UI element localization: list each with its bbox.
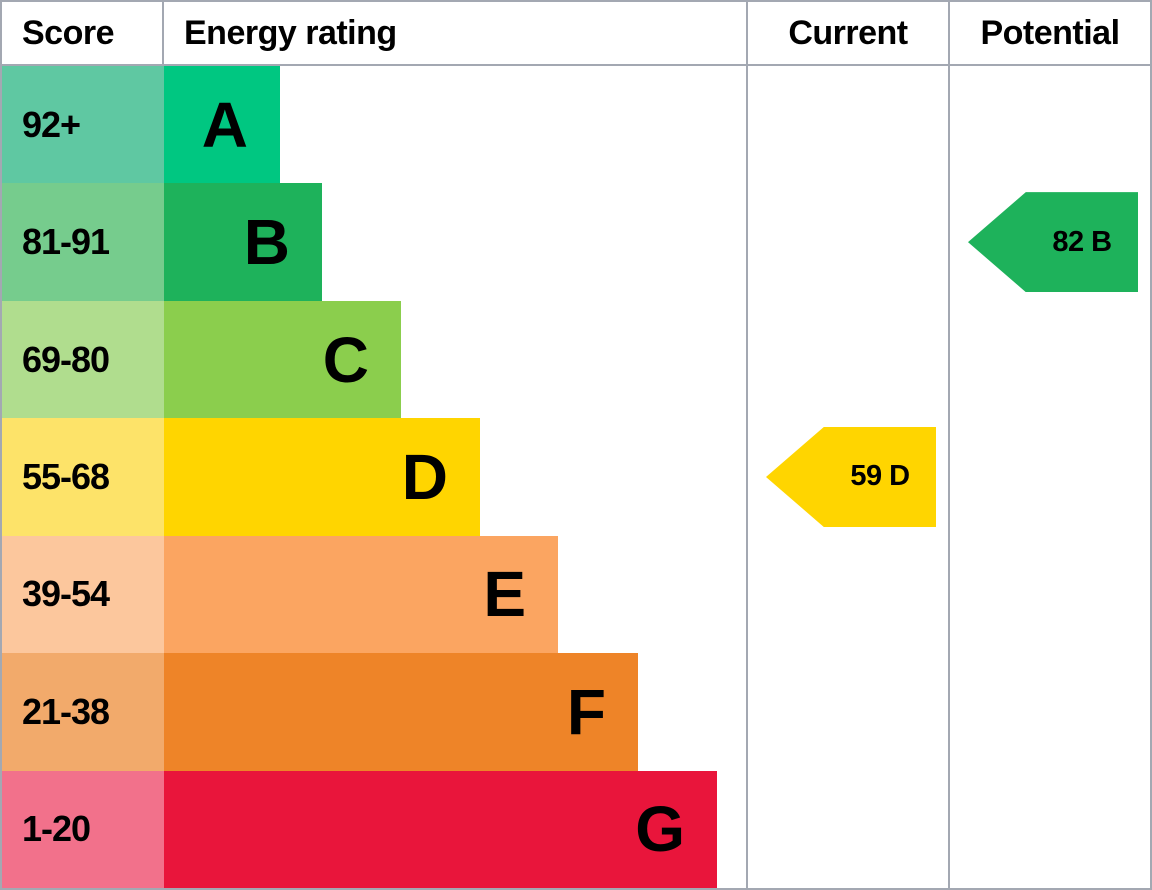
rating-cell: A xyxy=(164,66,746,184)
potential-column-cell: 82 B xyxy=(948,183,1150,301)
header-row: Score Energy rating Current Potential xyxy=(2,2,1150,66)
score-range: 55-68 xyxy=(2,418,164,536)
rating-cell: F xyxy=(164,653,746,771)
rating-bar: D xyxy=(164,418,480,536)
score-range: 81-91 xyxy=(2,183,164,301)
potential-column-cell xyxy=(948,418,1150,536)
rating-cell: G xyxy=(164,770,746,888)
potential-column-cell xyxy=(948,770,1150,888)
header-energy-rating-label: Energy rating xyxy=(184,13,397,52)
band-row: 1-20 G xyxy=(2,770,1150,888)
current-column-cell xyxy=(746,653,948,771)
current-column-cell xyxy=(746,770,948,888)
chart-body: 92+ A 81-91 B 82 B 69-80 C xyxy=(2,66,1150,888)
band-row: 21-38 F xyxy=(2,653,1150,771)
rating-bar: F xyxy=(164,653,638,771)
band-row: 69-80 C xyxy=(2,300,1150,419)
rating-bar: B xyxy=(164,183,322,301)
rating-bar: C xyxy=(164,300,401,419)
potential-column-cell xyxy=(948,300,1150,419)
current-rating-arrow: 59 D xyxy=(766,426,936,527)
band-row: 92+ A xyxy=(2,66,1150,184)
current-column-cell xyxy=(746,183,948,301)
current-column-cell xyxy=(746,535,948,654)
score-range: 69-80 xyxy=(2,300,164,419)
rating-cell: E xyxy=(164,535,746,654)
band-row: 39-54 E xyxy=(2,535,1150,654)
current-column-cell xyxy=(746,300,948,419)
band-row: 55-68 D 59 D xyxy=(2,418,1150,536)
potential-column-cell xyxy=(948,66,1150,184)
rating-cell: D xyxy=(164,418,746,536)
current-column-cell: 59 D xyxy=(746,418,948,536)
rating-cell: C xyxy=(164,300,746,419)
potential-rating-arrow: 82 B xyxy=(968,192,1138,293)
rating-cell: B xyxy=(164,183,746,301)
potential-column-cell xyxy=(948,535,1150,654)
header-potential-label: Potential xyxy=(948,2,1150,64)
header-current-label: Current xyxy=(746,2,948,64)
rating-bar: E xyxy=(164,535,558,654)
band-row: 81-91 B 82 B xyxy=(2,183,1150,301)
rating-bar: G xyxy=(164,770,717,888)
score-range: 1-20 xyxy=(2,770,164,888)
rating-bar: A xyxy=(164,66,280,184)
header-score-label: Score xyxy=(2,2,164,64)
score-range: 39-54 xyxy=(2,535,164,654)
score-range: 21-38 xyxy=(2,653,164,771)
potential-column-cell xyxy=(948,653,1150,771)
score-range: 92+ xyxy=(2,66,164,184)
current-column-cell xyxy=(746,66,948,184)
